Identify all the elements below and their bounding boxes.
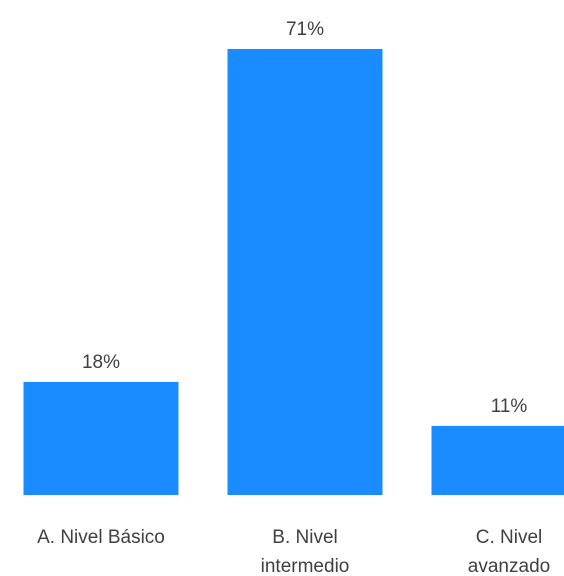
bar-2 [227, 49, 383, 495]
bar-3 [431, 425, 564, 495]
data-label-3: 11% [491, 396, 528, 417]
data-label-1: 18% [82, 352, 120, 373]
bar-1 [23, 381, 179, 495]
data-label-2: 71% [286, 19, 324, 40]
category-label-1: A. Nivel Básico [37, 527, 165, 548]
category-label-2: B. Nivel intermedio [261, 527, 350, 576]
category-label-3: C. Nivel avanzado [468, 527, 550, 576]
